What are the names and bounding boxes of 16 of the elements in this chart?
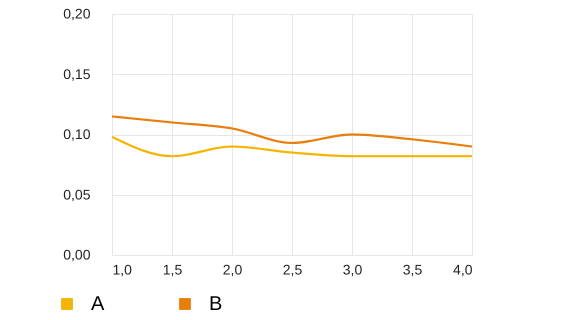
y-tick-label: 0,10 bbox=[63, 126, 91, 142]
line-series bbox=[110, 115, 474, 148]
x-tick-label: 2,5 bbox=[282, 262, 302, 278]
x-tick-label: 1,5 bbox=[162, 262, 182, 278]
x-tick-label: 3,0 bbox=[342, 262, 362, 278]
x-tick-label: 3,5 bbox=[402, 262, 422, 278]
legend-label: A bbox=[91, 293, 105, 315]
x-tick-label: 2,0 bbox=[222, 262, 242, 278]
legend-label: B bbox=[209, 293, 222, 315]
y-tick-label: 0,00 bbox=[63, 246, 91, 262]
y-tick-label: 0,05 bbox=[63, 186, 91, 202]
x-tick-label: 1,0 bbox=[112, 262, 132, 278]
line-series bbox=[110, 136, 474, 158]
x-tick-label: 4,0 bbox=[453, 262, 473, 278]
y-tick-label: 0,20 bbox=[63, 6, 91, 22]
y-tick-label: 0,15 bbox=[63, 66, 91, 82]
